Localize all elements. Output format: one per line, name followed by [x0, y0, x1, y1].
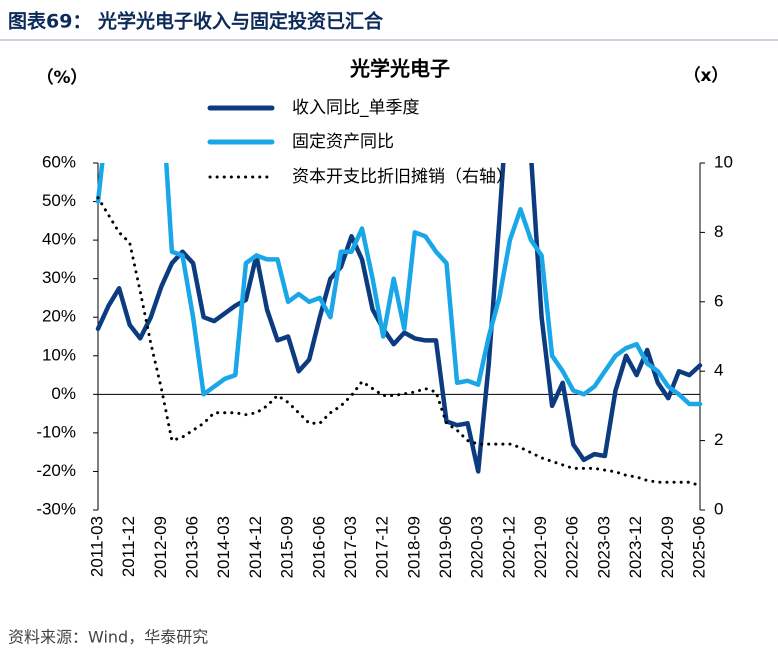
x-tick-label: 2023-12	[626, 516, 645, 578]
series-line	[96, 196, 702, 488]
y-tick-label: 10%	[42, 345, 76, 364]
x-tick-label: 2023-03	[594, 516, 613, 578]
y-unit: （%）	[36, 67, 87, 88]
legend-label: 收入同比_单季度	[292, 98, 420, 118]
x-tick-label: 2016-06	[309, 516, 328, 578]
y-tick-label: 0%	[51, 384, 76, 403]
y2-tick-label: 4	[714, 361, 723, 380]
y-tick-label: 60%	[42, 152, 76, 171]
x-tick-label: 2013-06	[183, 516, 202, 578]
x-tick-label: 2017-03	[341, 516, 360, 578]
y-tick-label: 20%	[42, 307, 76, 326]
series-line	[95, 163, 703, 474]
y-tick-label: 30%	[42, 268, 76, 287]
x-tick-label: 2020-12	[499, 516, 518, 578]
x-tick-label: 2020-03	[468, 516, 487, 578]
x-tick-label: 2014-12	[246, 516, 265, 578]
x-tick-label: 2012-09	[151, 516, 170, 578]
x-tick-label: 2018-09	[404, 516, 423, 578]
y2-tick-label: 10	[714, 152, 733, 171]
x-tick-label: 2014-03	[214, 516, 233, 578]
x-tick-label: 2019-06	[436, 516, 455, 578]
x-tick-label: 2024-09	[658, 516, 677, 578]
x-tick-label: 2011-03	[87, 516, 106, 577]
plot-area	[95, 163, 703, 488]
legend-label: 固定资产同比	[292, 132, 394, 152]
chart-title: 光学光电子	[349, 57, 450, 81]
legend-label: 资本开支比折旧摊销（右轴）	[292, 167, 513, 187]
x-tick-label: 2021-09	[531, 516, 550, 578]
header-title: 图表69： 光学光电子收入与固定投资已汇合	[8, 10, 384, 33]
series-line	[95, 163, 703, 407]
y2-tick-label: 0	[714, 499, 723, 518]
y2-tick-label: 6	[714, 291, 723, 310]
y2-tick-label: 8	[714, 222, 723, 241]
y-tick-label: 50%	[42, 191, 76, 210]
y2-tick-label: 2	[714, 430, 723, 449]
x-tick-label: 2025-06	[689, 516, 708, 578]
y-tick-label: -10%	[36, 422, 76, 441]
y-tick-label: 40%	[42, 230, 76, 249]
x-tick-label: 2015-09	[278, 516, 297, 578]
source-note: 资料来源：Wind，华泰研究	[8, 628, 208, 647]
y-tick-label: -20%	[36, 461, 76, 480]
x-tick-label: 2022-06	[563, 516, 582, 578]
x-tick-label: 2011-12	[119, 516, 138, 577]
y-tick-label: -30%	[36, 499, 76, 518]
y2-unit: （x）	[684, 65, 729, 86]
x-tick-label: 2017-12	[373, 516, 392, 578]
